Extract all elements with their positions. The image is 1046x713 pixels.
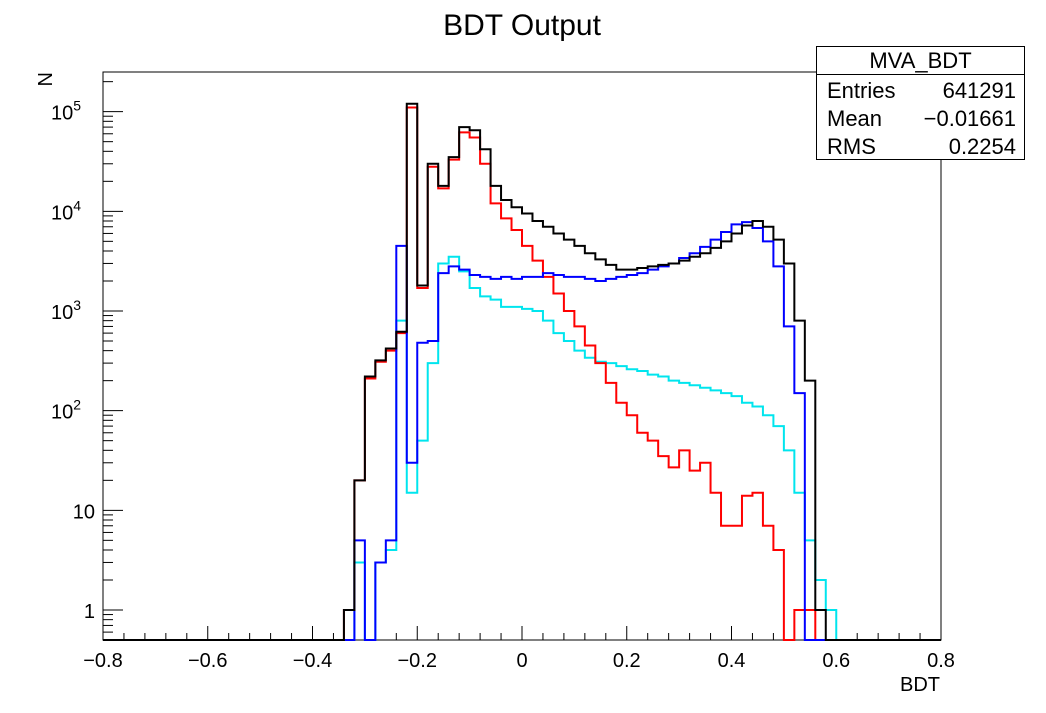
x-tick-label: −0.2 <box>398 650 437 672</box>
x-tick-label: 0.8 <box>927 650 955 672</box>
stats-value: −0.01661 <box>923 106 1016 131</box>
stats-value: 0.2254 <box>948 134 1016 159</box>
y-tick-label: 103 <box>51 297 81 324</box>
x-tick-label: 0.6 <box>822 650 850 672</box>
x-axis-label: BDT <box>900 674 940 696</box>
stats-label: Mean <box>827 106 883 131</box>
stats-label: RMS <box>827 134 876 159</box>
y-tick-label: 10 <box>73 501 95 523</box>
x-tick-label: 0 <box>516 650 527 672</box>
stats-value: 641291 <box>942 78 1016 103</box>
histogram-line <box>103 102 941 641</box>
x-tick-label: −0.6 <box>188 650 227 672</box>
y-tick-label: 1 <box>84 601 95 623</box>
x-tick-label: −0.4 <box>293 650 332 672</box>
x-tick-label: 0.4 <box>718 650 746 672</box>
x-tick-label: 0.2 <box>613 650 641 672</box>
x-tick-label: −0.8 <box>83 650 122 672</box>
y-axis-label: N <box>35 72 57 86</box>
histogram-line <box>103 221 941 641</box>
stats-row-rms: RMS 0.2254 <box>827 133 1016 161</box>
y-tick-label: 104 <box>51 197 81 224</box>
y-tick-label: 105 <box>51 98 81 125</box>
stats-row-entries: Entries 641291 <box>827 77 1016 105</box>
stats-row-mean: Mean −0.01661 <box>827 105 1016 133</box>
stats-title: MVA_BDT <box>817 47 1024 75</box>
stats-box: MVA_BDT Entries 641291 Mean −0.01661 RMS… <box>816 46 1025 160</box>
plot-area: −0.8 −0.6 −0.4 −0.2 0 0.2 0.4 0.6 0.8 1 10 102 103 10… <box>51 71 955 672</box>
y-tick-label: 102 <box>51 397 81 424</box>
chart-title: BDT Output <box>443 9 602 42</box>
stats-label: Entries <box>827 78 896 103</box>
